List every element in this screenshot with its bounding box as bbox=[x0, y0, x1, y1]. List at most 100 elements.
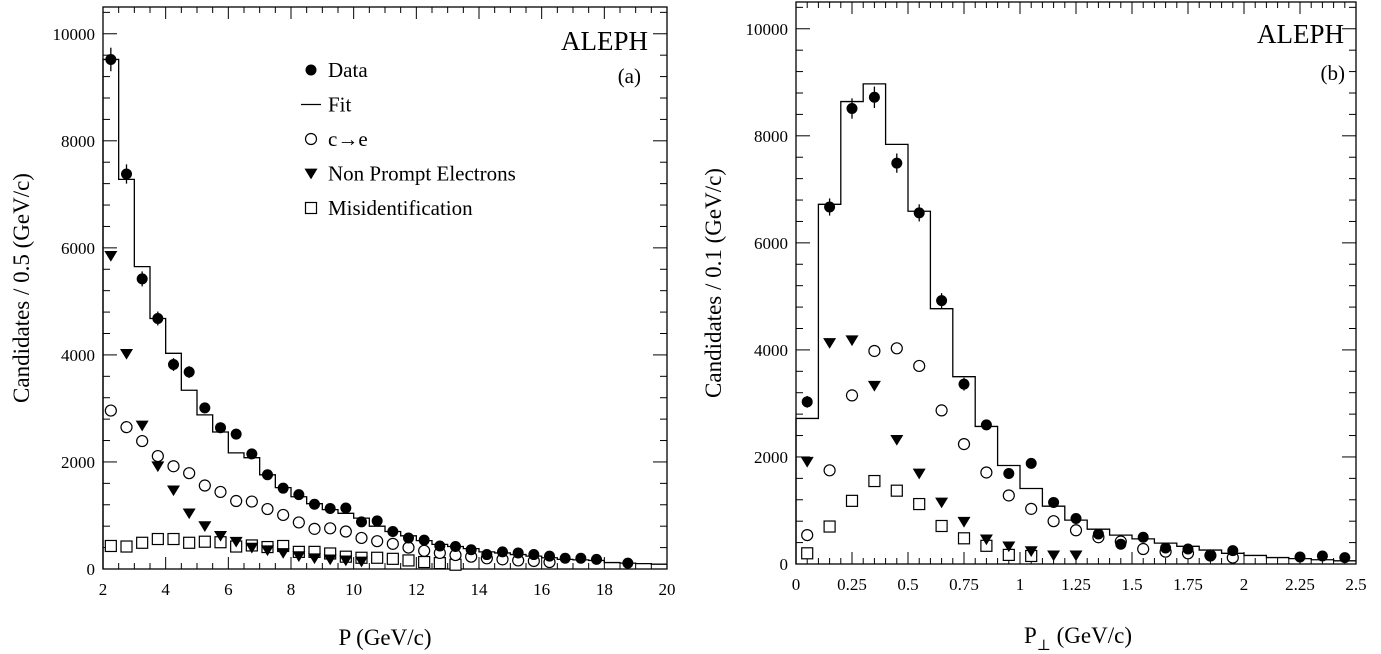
panel-b: 0 0.25 0.5 0.75 1 1.25 1.5 1.75 2 2.25 2.5 0 2000 400… bbox=[701, 1, 1367, 654]
point-non-prompt-electrons bbox=[845, 335, 859, 347]
point-non-prompt-electrons bbox=[167, 485, 180, 497]
point-data bbox=[481, 549, 493, 561]
point-non-prompt-electrons bbox=[151, 461, 165, 473]
x-tick-label: 0 bbox=[792, 575, 801, 594]
point-misidentification bbox=[845, 494, 859, 507]
point-non-prompt-electrons bbox=[292, 551, 306, 563]
point-non-prompt-electrons bbox=[323, 554, 337, 566]
x-tick-label: 0.75 bbox=[949, 575, 979, 594]
legend-swatch-misidentification bbox=[304, 201, 318, 215]
point-misidentification bbox=[371, 551, 384, 564]
point-misidentification bbox=[386, 552, 399, 565]
point-data bbox=[591, 553, 602, 565]
point-data bbox=[891, 157, 903, 169]
point-data bbox=[1003, 468, 1015, 480]
point-data bbox=[121, 168, 132, 180]
point-non-prompt-electrons bbox=[979, 534, 993, 546]
point-misidentification bbox=[913, 497, 926, 511]
point-non-prompt-electrons bbox=[935, 497, 949, 509]
y-tick-label: 2000 bbox=[61, 453, 95, 472]
x-tick-label: 2.25 bbox=[1285, 575, 1315, 594]
point-data bbox=[497, 546, 508, 558]
point-c-to-e bbox=[120, 421, 133, 434]
point-data bbox=[1070, 513, 1082, 525]
point-data bbox=[105, 53, 117, 65]
y-tick-label: 10000 bbox=[53, 25, 96, 44]
point-data bbox=[1092, 528, 1104, 540]
point-misidentification bbox=[890, 484, 903, 497]
point-misidentification bbox=[136, 536, 149, 549]
point-non-prompt-electrons bbox=[1047, 550, 1061, 562]
point-c-to-e bbox=[386, 537, 399, 550]
point-c-to-e bbox=[418, 544, 431, 557]
x-tick-label: 8 bbox=[287, 580, 296, 599]
point-c-to-e bbox=[198, 479, 211, 492]
point-misidentification bbox=[418, 555, 431, 569]
point-non-prompt-electrons bbox=[355, 556, 368, 568]
point-c-to-e bbox=[136, 434, 149, 448]
y-tick-label: 4000 bbox=[61, 346, 95, 365]
legend: Data Fit c→e Non Prompt Electrons Misidentif… bbox=[301, 58, 516, 220]
point-non-prompt-electrons bbox=[912, 468, 926, 480]
point-data bbox=[846, 103, 858, 115]
point-data bbox=[356, 516, 367, 528]
point-misidentification bbox=[957, 532, 971, 545]
point-data bbox=[1294, 551, 1306, 563]
point-c-to-e bbox=[355, 531, 368, 545]
point-non-prompt-electrons bbox=[182, 508, 196, 520]
point-non-prompt-electrons bbox=[261, 545, 274, 557]
point-data bbox=[168, 359, 179, 371]
point-non-prompt-electrons bbox=[823, 338, 837, 349]
point-data bbox=[199, 402, 211, 414]
fit-histogram-line bbox=[795, 83, 1356, 564]
point-c-to-e bbox=[801, 528, 814, 542]
point-data bbox=[801, 396, 813, 408]
point-c-to-e bbox=[1047, 515, 1060, 528]
point-c-to-e bbox=[151, 449, 164, 463]
point-non-prompt-electrons bbox=[104, 251, 118, 262]
legend-swatch-c-to-e bbox=[304, 132, 318, 146]
point-non-prompt-electrons bbox=[198, 521, 212, 533]
x-tick-label: 18 bbox=[596, 580, 613, 599]
point-data bbox=[1160, 542, 1172, 554]
x-tick-label: 2 bbox=[99, 580, 108, 599]
point-c-to-e bbox=[957, 438, 971, 451]
x-axis-title-a: P (GeV/c) bbox=[338, 625, 431, 650]
point-non-prompt-electrons bbox=[339, 555, 353, 567]
point-misidentification bbox=[120, 540, 133, 553]
point-non-prompt-electrons bbox=[1069, 550, 1083, 562]
point-misidentification bbox=[823, 520, 836, 533]
point-data bbox=[418, 534, 430, 546]
x-tick-label: 16 bbox=[533, 580, 550, 599]
point-data bbox=[324, 503, 336, 515]
point-data bbox=[403, 532, 414, 544]
y-tick-label: 4000 bbox=[754, 341, 788, 360]
point-c-to-e bbox=[104, 404, 117, 417]
point-non-prompt-electrons bbox=[1002, 541, 1016, 553]
legend-label-non-prompt-electrons: Non Prompt Electrons bbox=[328, 162, 516, 186]
y-tick-label: 10000 bbox=[746, 20, 789, 39]
point-data bbox=[913, 207, 925, 219]
point-misidentification bbox=[104, 539, 117, 553]
point-c-to-e bbox=[913, 359, 926, 373]
x-tick-label: 1.25 bbox=[1061, 575, 1091, 594]
point-data bbox=[246, 448, 258, 460]
point-data bbox=[1316, 550, 1328, 562]
point-c-to-e bbox=[167, 460, 180, 473]
point-data bbox=[277, 482, 289, 494]
axis-ticks-a: 2 4 6 8 10 12 14 16 18 20 0 2000 4000 6000 8000 10000 bbox=[53, 7, 676, 599]
point-data bbox=[1339, 552, 1351, 564]
point-data bbox=[1227, 545, 1239, 557]
x-tick-label: 6 bbox=[224, 580, 233, 599]
point-misidentification bbox=[801, 547, 814, 560]
point-data bbox=[450, 541, 461, 553]
point-data bbox=[544, 550, 555, 562]
point-data bbox=[387, 526, 399, 538]
point-data bbox=[958, 378, 970, 390]
point-c-to-e bbox=[183, 467, 196, 480]
plot-frame-a bbox=[102, 6, 668, 570]
point-c-to-e bbox=[1025, 502, 1038, 515]
point-c-to-e bbox=[371, 535, 384, 548]
legend-swatch-non-prompt-electrons bbox=[304, 168, 318, 180]
point-c-to-e bbox=[890, 342, 903, 355]
